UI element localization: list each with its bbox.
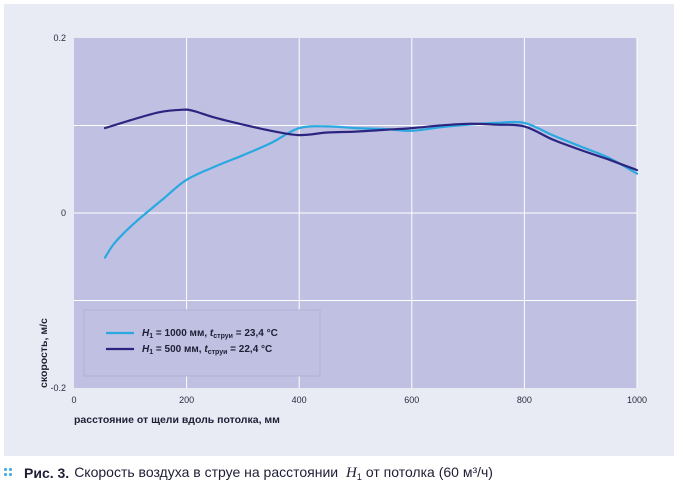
line-chart: 0 200 400 600 800 1000 0.2 0 -0.2 H1 = 1000 мм, … [38, 33, 647, 426]
figure-caption: Рис. 3. Скорость воздуха в струе на расс… [4, 462, 674, 484]
x-tick-label: 1000 [627, 395, 647, 405]
series-line-0 [103, 120, 639, 259]
y-tick-label: -0.2 [50, 383, 66, 393]
caption-text: Скорость воздуха в струе на расстоянии H… [74, 463, 493, 483]
grid-lines [74, 38, 638, 388]
x-tick-label: 800 [517, 395, 532, 405]
tick-labels: 0 200 400 600 800 1000 0.2 0 -0.2 [50, 33, 647, 405]
caption-figure-number: Рис. 3. [24, 465, 70, 481]
series-line-1 [103, 108, 639, 172]
x-tick-label: 200 [179, 395, 194, 405]
y-tick-label: 0.2 [53, 33, 66, 43]
legend-entry-h1-500: H1 = 500 мм, tструи = 22,4 °C [142, 344, 272, 356]
legend: H1 = 1000 мм, tструи = 23,4 °C H1 = 500 … [83, 309, 321, 377]
caption-dots-icon [4, 468, 18, 478]
x-tick-label: 600 [404, 395, 419, 405]
y-tick-label: 0 [61, 208, 66, 218]
x-axis-label: расстояние от щели вдоль потолка, мм [74, 414, 280, 426]
series-lines [103, 108, 639, 259]
y-axis-label: скорость, м/с [38, 318, 50, 388]
legend-entry-h1-1000: H1 = 1000 мм, tструи = 23,4 °C [142, 328, 278, 340]
x-tick-label: 400 [292, 395, 307, 405]
x-tick-label: 0 [71, 395, 76, 405]
legend-box [83, 309, 321, 377]
